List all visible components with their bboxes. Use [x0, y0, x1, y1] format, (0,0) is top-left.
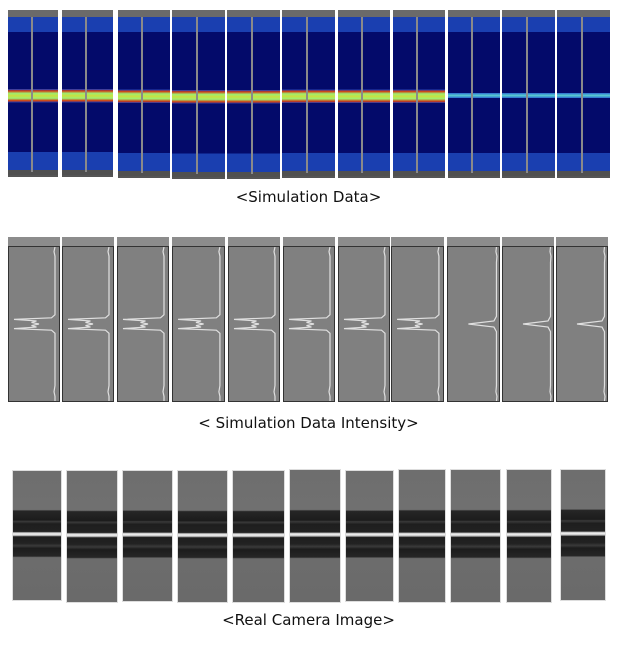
intensity-panel	[172, 237, 225, 402]
camera-image-panel	[398, 469, 446, 603]
intensity-trace	[284, 247, 334, 401]
simulation-panel	[557, 10, 610, 178]
camera-image-panel	[12, 470, 62, 601]
intensity-trace	[229, 247, 279, 401]
panel-header	[228, 237, 280, 246]
simulation-panel	[282, 10, 335, 178]
camera-image-panel	[506, 469, 552, 603]
intensity-trace	[448, 247, 499, 401]
simulation-panel	[393, 10, 445, 178]
panel-header	[391, 237, 444, 246]
panel-header	[62, 237, 114, 246]
panel-header	[117, 237, 169, 246]
intensity-panel	[556, 237, 608, 402]
panel-header	[172, 237, 225, 246]
simulation-panel	[338, 10, 390, 178]
panel-divider	[416, 17, 419, 173]
intensity-trace	[503, 247, 553, 401]
intensity-panel	[447, 237, 500, 402]
simulation-panel	[502, 10, 555, 178]
panel-header	[502, 237, 554, 246]
intensity-panel	[228, 237, 280, 402]
simulation-intensity-caption: < Simulation Data Intensity>	[198, 414, 419, 432]
intensity-trace	[63, 247, 113, 401]
camera-image-panel	[450, 469, 501, 603]
intensity-panel	[117, 237, 169, 402]
panel-header	[556, 237, 608, 246]
panel-divider	[141, 17, 144, 173]
panel-header	[338, 237, 390, 246]
intensity-trace	[392, 247, 443, 401]
panel-divider	[195, 17, 198, 174]
panel-divider	[84, 17, 87, 172]
camera-image-panel	[289, 469, 341, 603]
panel-divider	[250, 17, 253, 174]
simulation-panel	[62, 10, 113, 177]
simulation-panel	[227, 10, 280, 179]
intensity-panel	[8, 237, 60, 402]
panel-divider	[580, 17, 583, 173]
panel-header	[283, 237, 335, 246]
simulation-data-caption: <Simulation Data>	[235, 188, 382, 206]
camera-image-panel	[345, 470, 394, 602]
simulation-panel	[448, 10, 500, 178]
panel-header	[8, 237, 60, 246]
real-camera-caption: <Real Camera Image>	[222, 611, 395, 629]
intensity-panel	[62, 237, 114, 402]
intensity-trace	[118, 247, 168, 401]
simulation-panel	[118, 10, 170, 178]
panel-divider	[305, 17, 308, 173]
camera-image-panel	[232, 470, 285, 603]
panel-divider	[361, 17, 364, 173]
intensity-trace	[339, 247, 389, 401]
intensity-trace	[557, 247, 607, 401]
simulation-panel	[8, 10, 58, 177]
simulation-panel	[172, 10, 225, 179]
intensity-trace	[173, 247, 224, 401]
camera-image-panel	[177, 470, 228, 603]
intensity-panel	[502, 237, 554, 402]
intensity-panel	[338, 237, 390, 402]
panel-divider	[471, 17, 474, 173]
camera-image-panel	[560, 469, 606, 601]
intensity-trace	[9, 247, 59, 401]
camera-image-panel	[66, 470, 118, 603]
panel-divider	[525, 17, 528, 173]
camera-image-panel	[122, 470, 173, 602]
panel-header	[447, 237, 500, 246]
intensity-panel	[391, 237, 444, 402]
intensity-panel	[283, 237, 335, 402]
panel-divider	[30, 17, 33, 172]
